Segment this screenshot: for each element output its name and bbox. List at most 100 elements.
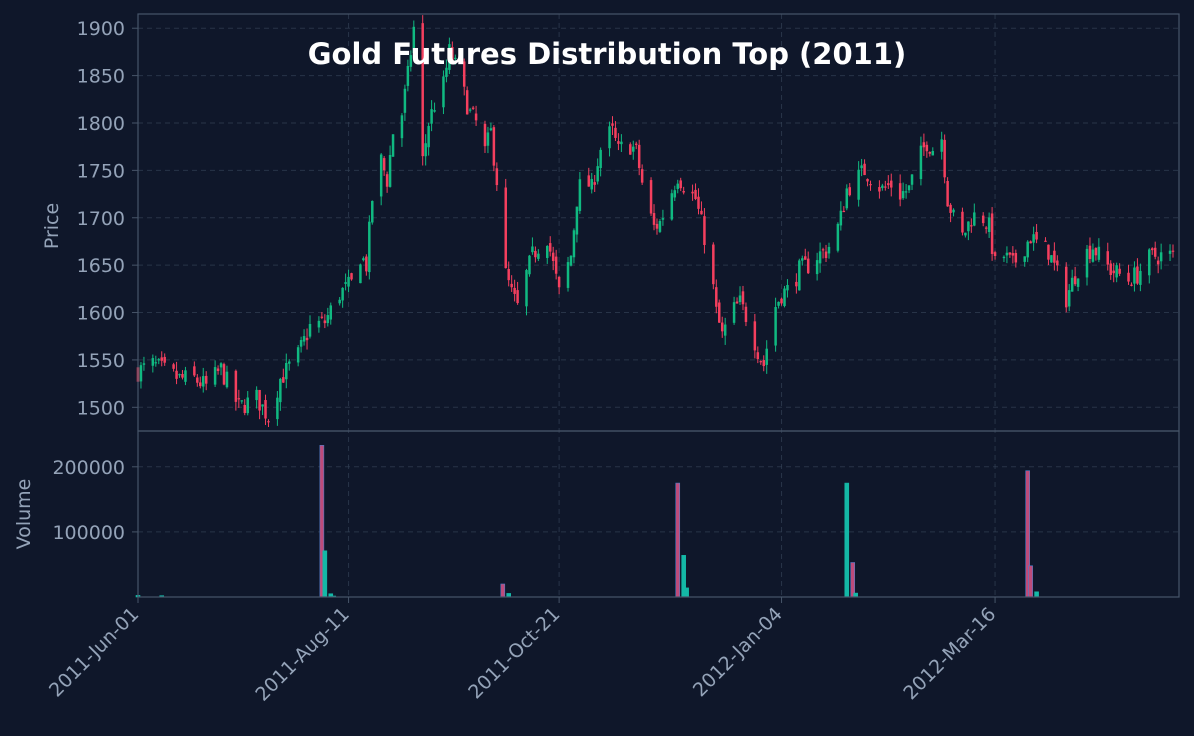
candle-body <box>305 337 309 341</box>
candle-body <box>403 88 407 113</box>
chart-title: Gold Futures Distribution Top (2011) <box>308 37 907 71</box>
candle-body <box>219 363 223 368</box>
candle-body <box>445 67 448 77</box>
candle-body <box>993 252 997 257</box>
candle-body <box>973 212 976 226</box>
candle-body <box>712 244 715 285</box>
candle-body <box>884 186 887 188</box>
candle-body <box>261 404 264 407</box>
candle-body <box>952 209 955 213</box>
candle-body <box>741 291 745 305</box>
candle-body <box>738 295 742 303</box>
candle-body <box>857 169 860 200</box>
candle-body <box>1109 263 1112 275</box>
candle-body <box>264 400 267 419</box>
candle-body <box>255 389 258 401</box>
candle-body <box>551 252 555 261</box>
candle-body <box>287 361 291 364</box>
candle-body <box>599 149 602 169</box>
candle-body <box>890 180 893 188</box>
candle-body <box>406 65 410 86</box>
candle-body <box>454 57 457 60</box>
candle-body <box>821 249 825 251</box>
candle-body <box>1112 270 1115 274</box>
candle-body <box>673 190 677 198</box>
candle-body <box>213 367 217 385</box>
candle-body <box>629 144 632 155</box>
candle-body <box>285 362 288 380</box>
candle-body <box>160 357 163 361</box>
candle-body <box>634 143 638 145</box>
price-tick-label: 1750 <box>77 160 125 182</box>
candle-body <box>196 377 199 383</box>
candle-body <box>658 221 662 232</box>
candle-body <box>489 128 493 131</box>
candle-body <box>548 243 552 252</box>
candle-body <box>1088 245 1092 260</box>
candle-body <box>863 163 866 176</box>
candle-body <box>492 127 496 166</box>
candle-body <box>1002 256 1006 259</box>
candle-body <box>279 378 282 403</box>
candle-body <box>1026 241 1029 258</box>
candle-body <box>391 134 395 157</box>
volume-bar <box>684 587 689 598</box>
candle-body <box>1153 247 1157 257</box>
candle-body <box>661 218 665 220</box>
candle-body <box>614 127 617 138</box>
candle-body <box>1070 277 1074 292</box>
candle-body <box>344 282 347 284</box>
candle-body <box>222 364 226 385</box>
candle-body <box>617 141 620 144</box>
candle-body <box>216 368 220 371</box>
candle-body <box>566 262 570 288</box>
candle-body <box>620 141 623 145</box>
candles-layer <box>136 15 1175 428</box>
candle-body <box>243 405 247 413</box>
candle-body <box>1008 252 1012 255</box>
candle-body <box>990 213 994 254</box>
candle-body <box>400 115 404 139</box>
candle-body <box>546 245 549 258</box>
candle-body <box>1050 255 1053 263</box>
candle-body <box>142 363 146 365</box>
candle-body <box>468 109 472 111</box>
price-tick-label: 1600 <box>77 303 125 325</box>
candle-body <box>1118 268 1121 274</box>
candle-body <box>1067 290 1071 307</box>
candle-body <box>679 180 682 189</box>
candle-body <box>715 287 718 307</box>
candle-body <box>320 316 324 318</box>
candle-body <box>922 142 926 148</box>
candle-body <box>474 113 478 121</box>
candle-body <box>362 258 365 261</box>
candle-body <box>365 256 368 272</box>
candle-body <box>928 152 932 154</box>
candle-body <box>700 210 703 215</box>
candle-body <box>839 210 843 226</box>
candle-body <box>1044 240 1047 242</box>
candle-body <box>172 364 175 369</box>
candle-body <box>780 298 783 304</box>
candle-body <box>946 180 949 207</box>
candle-body <box>184 370 187 382</box>
candle-body <box>379 154 383 197</box>
candle-body <box>786 284 789 291</box>
candle-body <box>640 169 644 183</box>
candle-body <box>1047 244 1050 260</box>
candle-body <box>931 150 935 156</box>
volume-layer <box>135 445 1039 598</box>
volume-bar <box>844 482 850 598</box>
candle-body <box>409 55 413 67</box>
candle-body <box>1085 248 1089 278</box>
candle-body <box>759 361 763 363</box>
candle-body <box>350 273 353 280</box>
candle-body <box>424 143 427 157</box>
candle-body <box>421 23 424 157</box>
candle-body <box>1168 250 1172 254</box>
candle-body <box>193 366 196 376</box>
candle-body <box>175 370 178 379</box>
candle-body <box>1139 270 1142 285</box>
candle-body <box>1159 252 1163 262</box>
candle-body <box>1005 252 1009 256</box>
